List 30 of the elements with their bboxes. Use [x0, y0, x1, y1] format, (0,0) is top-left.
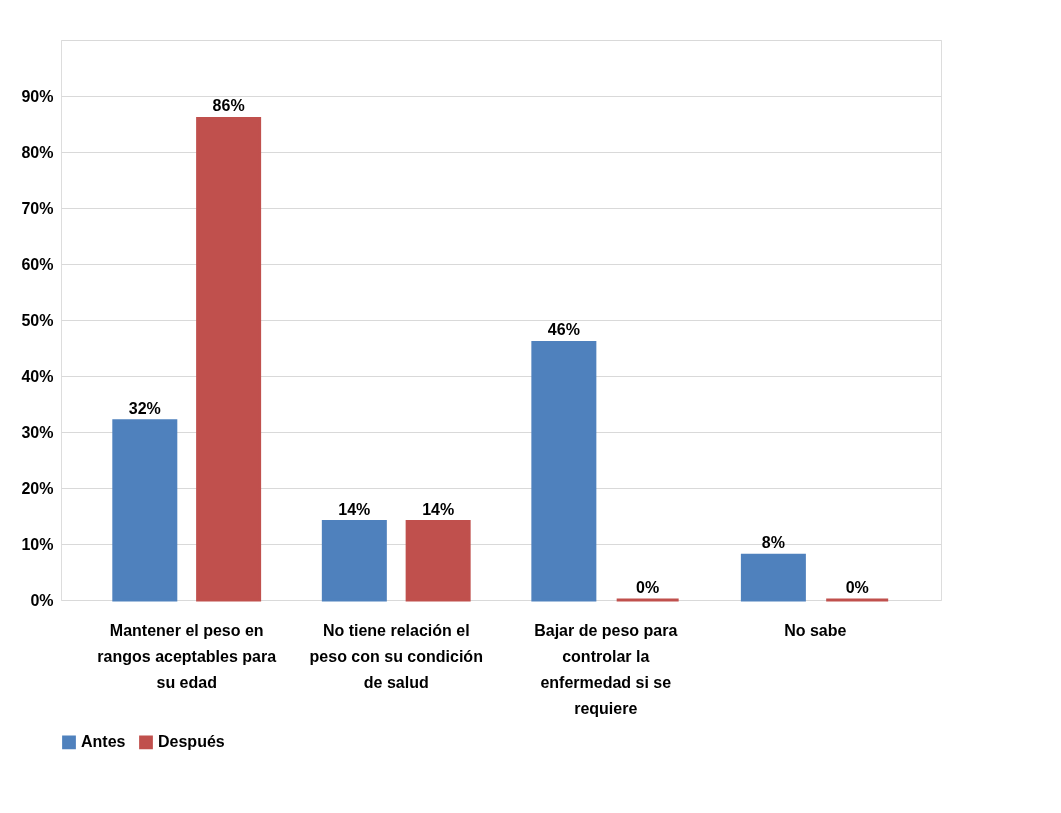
- x-tick-label: Bajar de peso para controlar la enfermedad si se requiere: [534, 621, 678, 717]
- data-label: 14%: [338, 500, 371, 518]
- x-tick-label: No sabe: [784, 621, 847, 639]
- bar: [740, 553, 806, 602]
- legend-label: Después: [158, 733, 225, 751]
- y-tick-label: 40%: [21, 367, 54, 385]
- y-tick-label: 90%: [21, 87, 54, 105]
- y-tick-label: 60%: [21, 255, 54, 273]
- bar: [321, 520, 387, 602]
- bar: [196, 116, 262, 602]
- y-tick-label: 70%: [21, 199, 54, 217]
- y-tick-label: 10%: [21, 535, 54, 553]
- y-tick-label: 20%: [21, 479, 54, 497]
- data-label: 0%: [636, 579, 660, 596]
- data-label: 86%: [212, 97, 245, 115]
- bar: [531, 340, 597, 602]
- bar: [112, 419, 178, 602]
- y-tick-label: 30%: [21, 423, 54, 441]
- data-label: 14%: [422, 500, 455, 518]
- data-label: 0%: [845, 579, 869, 596]
- data-label: 46%: [547, 321, 580, 339]
- data-label: 32%: [128, 399, 161, 417]
- x-tick-label: Mantener el peso en rangos aceptables para su edad: [97, 621, 277, 691]
- x-tick-label: No tiene relación el peso con su condición de salud: [309, 621, 483, 691]
- bar: [405, 520, 471, 602]
- y-tick-label: 80%: [21, 143, 54, 161]
- data-label: 8%: [761, 534, 785, 552]
- legend-label: Antes: [81, 733, 126, 751]
- y-tick-label: 50%: [21, 311, 54, 329]
- y-tick-label: 0%: [30, 591, 54, 609]
